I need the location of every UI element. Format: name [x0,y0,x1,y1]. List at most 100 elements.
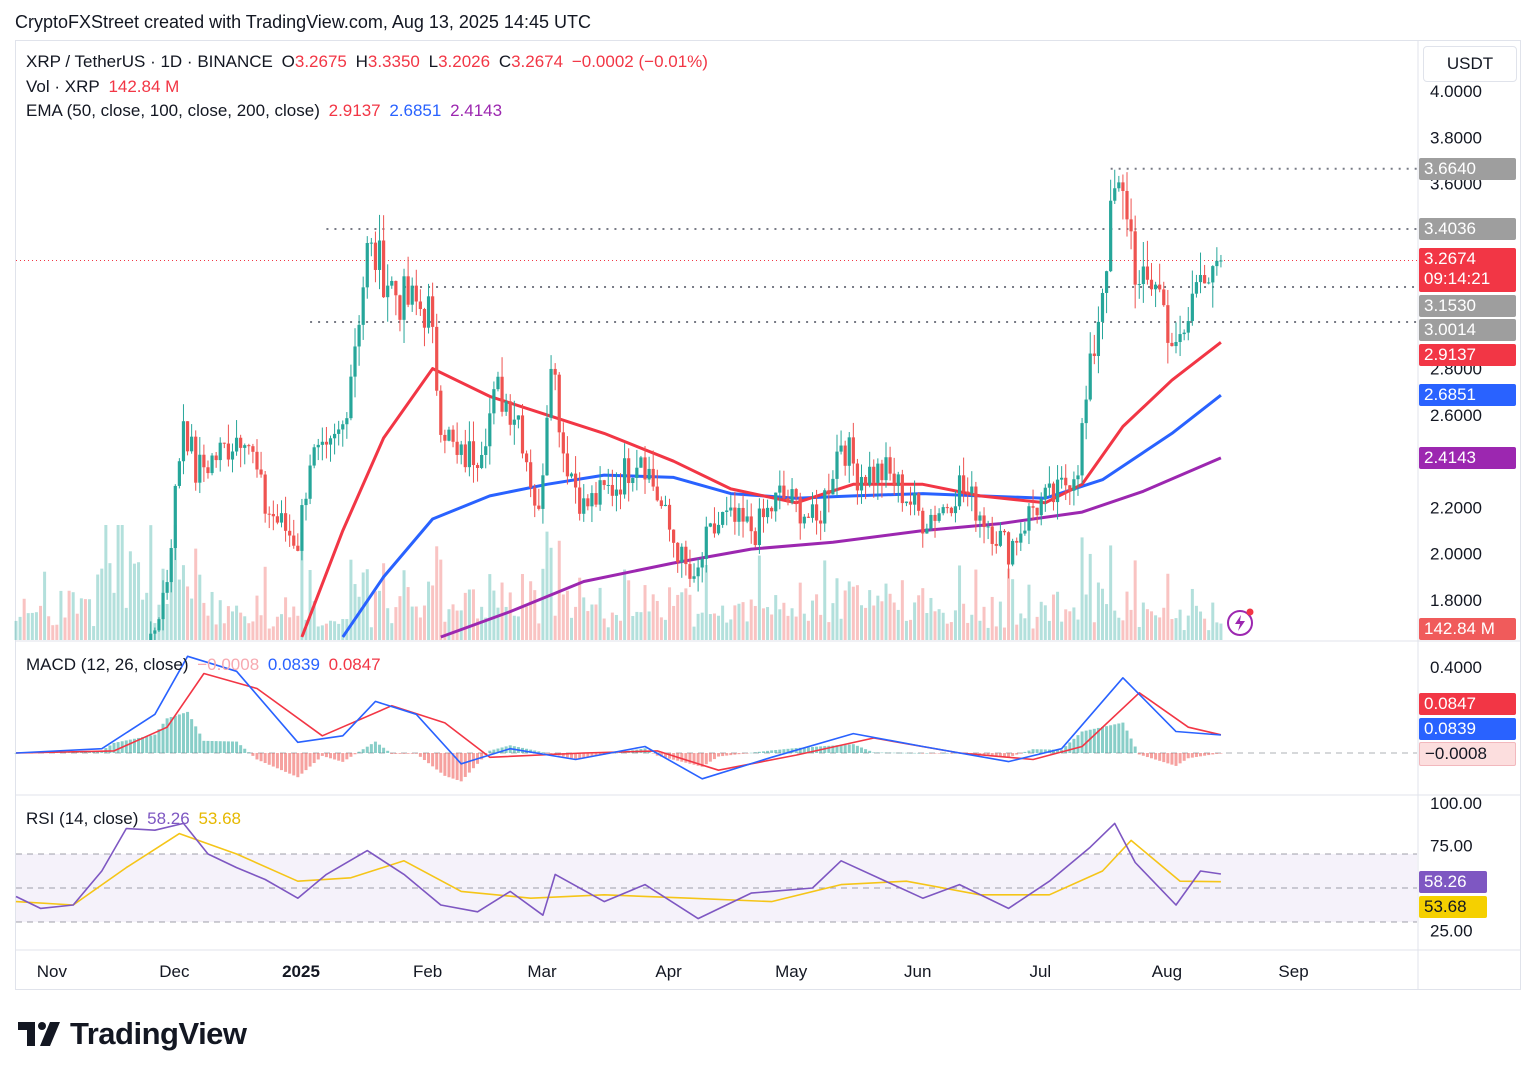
volume-bar [737,603,741,640]
candle-body [1109,200,1113,272]
chart-frame[interactable] [15,40,1521,990]
macd-histogram-bar [226,741,230,753]
candle-body [1133,231,1137,285]
candle-body [692,576,696,579]
candle-body [1125,190,1129,220]
volume-bar [369,627,373,640]
tradingview-logo[interactable]: TradingView [18,1016,247,1052]
macd-histogram-bar [847,744,851,753]
volume-bar [1121,620,1125,640]
macd-histogram-bar [459,753,463,782]
volume-bar [745,621,749,640]
macd-histogram-bar [774,750,778,753]
volume-bar [194,548,198,640]
candle-body [1047,483,1051,488]
volume-bar [1182,630,1186,640]
candle-body [283,513,288,531]
candle-body [892,473,896,486]
candle-body [925,528,929,534]
chart-credit: CryptoFXStreet created with TradingView.… [15,12,591,32]
macd-histogram-bar [929,753,933,754]
macd-histogram-bar [1064,746,1068,753]
volume-bar [218,600,222,640]
candle-body [426,296,431,328]
macd-histogram-bar [737,753,741,755]
macd-histogram-bar [1199,753,1203,757]
rsi-legend[interactable]: RSI (14, close) 58.26 53.68 [26,809,245,829]
volume-bar [958,565,962,640]
candle-body [729,507,733,511]
macd-histogram-bar [941,753,945,754]
candle-body [288,530,292,536]
volume-bar [92,626,96,640]
volume-bar [79,598,83,640]
macd-histogram-bar [1170,753,1174,765]
candle-body [259,469,263,475]
time-tick-label: Jul [1029,962,1051,981]
currency-button[interactable]: USDT [1423,46,1517,82]
macd-legend[interactable]: MACD (12, 26, close) −0.0008 0.0839 0.08… [26,655,385,675]
time-tick-label: Sep [1278,962,1308,981]
macd-histogram-bar [725,753,729,756]
candle-body [373,242,378,270]
volume-bar [1178,609,1182,640]
macd-histogram-bar [953,753,957,754]
candle-body [153,630,157,634]
volume-bar [337,623,341,640]
volume-bar [1015,624,1019,640]
candle-body [655,486,659,501]
ema-legend[interactable]: EMA (50, close, 100, close, 200, close) … [26,101,506,121]
volume-bar [414,606,418,640]
candle-body [859,476,864,491]
candle-body [475,465,480,468]
bolt-icon[interactable] [1225,607,1255,637]
rsi-ma-value: 53.68 [198,809,241,828]
volume-bar [860,605,864,640]
macd-histogram-bar [831,745,835,753]
candle-body [349,376,353,419]
volume-bar [806,620,810,640]
volume-bar [610,612,614,640]
volume-bar [945,623,949,640]
rsi-tick-label: 75.00 [1430,837,1473,856]
macd-histogram-bar [753,752,757,753]
volume-bar [443,621,447,640]
ema100-value: 2.6851 [389,101,442,120]
candle-body [610,484,614,496]
macd-histogram-bar [1174,753,1178,766]
macd-histogram-bar [1019,753,1023,754]
candle-body [390,280,394,286]
candle-body [929,514,933,529]
volume-bar [835,578,839,640]
volume-legend[interactable]: Vol · XRP 142.84 M [26,77,183,97]
macd-label: MACD (12, 26, close) [26,655,189,674]
volume-bar [1154,615,1158,640]
candle-body [1153,284,1158,290]
macd-histogram-bar [1203,753,1207,756]
macd-histogram-bar [349,753,353,757]
macd-histogram-bar [1031,749,1035,753]
macd-histogram-bar [1178,753,1182,764]
symbol-name[interactable]: XRP / TetherUS · 1D · BINANCE [26,52,273,71]
ema200-line [440,456,1222,639]
macd-histogram-bar [496,748,500,753]
volume-bar [459,610,463,640]
volume-bar [1125,591,1129,640]
volume-bar [937,609,941,640]
volume-bar [394,607,398,640]
macd-histogram-bar [778,749,782,753]
macd-histogram-bar [116,742,120,753]
macd-histogram-bar [1076,735,1080,753]
macd-histogram-bar [357,751,361,753]
volume-bar [288,617,292,640]
candle-body [1076,475,1080,480]
candle-body [463,444,467,468]
volume-bar [623,569,627,640]
volume-bar [909,619,913,640]
macd-histogram-bar [766,750,770,753]
symbol-legend[interactable]: XRP / TetherUS · 1D · BINANCE O3.2675 H3… [26,52,712,72]
volume-bar [525,606,529,640]
candle-body [839,445,843,452]
macd-histogram-bar [696,753,700,766]
